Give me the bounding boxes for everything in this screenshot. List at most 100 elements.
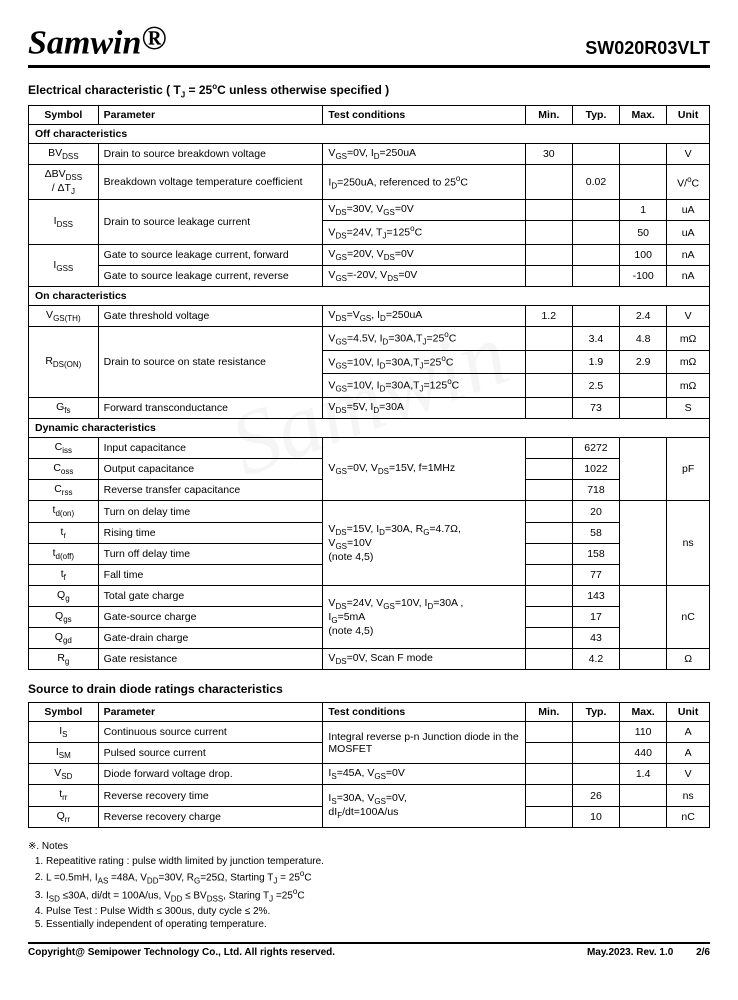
param-cell: Gate to source leakage current, reverse <box>98 266 323 287</box>
sym-cell: RDS(ON) <box>29 327 99 398</box>
col-unit: Unit <box>667 703 710 722</box>
unit-cell: V/oC <box>667 165 710 200</box>
unit-cell: nA <box>667 245 710 266</box>
max-cell <box>620 501 667 585</box>
sym-cell: tr <box>29 522 99 543</box>
sym-cell: td(off) <box>29 543 99 564</box>
typ-cell <box>572 764 619 785</box>
col-parameter: Parameter <box>98 106 323 125</box>
typ-cell <box>572 722 619 743</box>
typ-cell: 73 <box>572 398 619 419</box>
footer-page: 2/6 <box>696 947 710 958</box>
unit-cell: V <box>667 764 710 785</box>
brand-text: Samwin <box>28 25 141 62</box>
sym-cell: Rg <box>29 649 99 670</box>
max-cell <box>620 649 667 670</box>
unit-cell: pF <box>667 438 710 501</box>
note-item: Essentially independent of operating tem… <box>46 918 710 932</box>
sym-cell: Ciss <box>29 438 99 459</box>
param-cell: Forward transconductance <box>98 398 323 419</box>
notes-block: ※. Notes Repeatitive rating : pulse widt… <box>28 840 710 932</box>
cond-cell: VDS=24V, VGS=10V, ID=30A ,IG=5mA(note 4,… <box>323 585 525 648</box>
typ-cell <box>572 221 619 245</box>
table-row: BVDSS Drain to source breakdown voltage … <box>29 144 710 165</box>
max-cell <box>620 165 667 200</box>
reg-mark: ® <box>141 20 166 57</box>
typ-cell: 77 <box>572 564 619 585</box>
col-typ: Typ. <box>572 703 619 722</box>
table-row: ΔBVDSS/ ΔTJ Breakdown voltage temperatur… <box>29 165 710 200</box>
cond-cell: VDS=15V, ID=30A, RG=4.7Ω,VGS=10V(note 4,… <box>323 501 525 585</box>
col-symbol: Symbol <box>29 106 99 125</box>
min-cell <box>525 543 572 564</box>
sym-cell: VSD <box>29 764 99 785</box>
typ-cell: 1.9 <box>572 350 619 374</box>
table-row: IS Continuous source current Integral re… <box>29 722 710 743</box>
min-cell <box>525 200 572 221</box>
min-cell <box>525 606 572 627</box>
cond-cell: VGS=0V, ID=250uA <box>323 144 525 165</box>
unit-cell: nC <box>667 585 710 648</box>
unit-cell: nA <box>667 266 710 287</box>
param-cell: Rising time <box>98 522 323 543</box>
sym-cell: Qrr <box>29 806 99 827</box>
max-cell <box>620 785 667 806</box>
section-diode-title: Source to drain diode ratings characteri… <box>28 682 710 696</box>
typ-cell: 58 <box>572 522 619 543</box>
max-cell: 4.8 <box>620 327 667 351</box>
group-off: Off characteristics <box>29 125 710 144</box>
min-cell <box>525 743 572 764</box>
param-cell: Drain to source leakage current <box>98 200 323 245</box>
footer-revision: May.2023. Rev. 1.0 <box>587 947 673 958</box>
unit-cell: S <box>667 398 710 419</box>
typ-cell: 2.5 <box>572 374 619 398</box>
sym-cell: VGS(TH) <box>29 306 99 327</box>
typ-cell <box>572 743 619 764</box>
typ-cell: 158 <box>572 543 619 564</box>
unit-cell: A <box>667 722 710 743</box>
min-cell <box>525 459 572 480</box>
param-cell: Gate threshold voltage <box>98 306 323 327</box>
col-conditions: Test conditions <box>323 703 525 722</box>
unit-cell: mΩ <box>667 350 710 374</box>
unit-cell: uA <box>667 221 710 245</box>
param-cell: Gate-drain charge <box>98 628 323 649</box>
sym-cell: td(on) <box>29 501 99 522</box>
sym-cell: Qg <box>29 585 99 606</box>
cond-cell: VGS=20V, VDS=0V <box>323 245 525 266</box>
cond-cell: VDS=24V, TJ=125oC <box>323 221 525 245</box>
col-parameter: Parameter <box>98 703 323 722</box>
sym-cell: Coss <box>29 459 99 480</box>
table-row: RDS(ON) Drain to source on state resista… <box>29 327 710 351</box>
sym-cell: trr <box>29 785 99 806</box>
min-cell <box>525 165 572 200</box>
cond-cell: VGS=0V, VDS=15V, f=1MHz <box>323 438 525 501</box>
max-cell: 2.4 <box>620 306 667 327</box>
notes-list: Repeatitive rating : pulse width limited… <box>46 855 710 932</box>
col-typ: Typ. <box>572 106 619 125</box>
min-cell <box>525 806 572 827</box>
page-footer: Copyright@ Semipower Technology Co., Ltd… <box>28 942 710 958</box>
cond-cell: VGS=4.5V, ID=30A,TJ=25oC <box>323 327 525 351</box>
param-cell: Drain to source on state resistance <box>98 327 323 398</box>
sym-cell: Gfs <box>29 398 99 419</box>
typ-cell <box>572 306 619 327</box>
max-cell <box>620 398 667 419</box>
sym-cell: tf <box>29 564 99 585</box>
min-cell <box>525 649 572 670</box>
table-row: IGSS Gate to source leakage current, for… <box>29 245 710 266</box>
min-cell <box>525 374 572 398</box>
group-dynamic: Dynamic characteristics <box>29 419 710 438</box>
min-cell <box>525 522 572 543</box>
min-cell <box>525 480 572 501</box>
cond-cell: VDS=0V, Scan F mode <box>323 649 525 670</box>
unit-cell: mΩ <box>667 374 710 398</box>
cond-cell: VDS=VGS, ID=250uA <box>323 306 525 327</box>
param-cell: Breakdown voltage temperature coefficien… <box>98 165 323 200</box>
min-cell <box>525 398 572 419</box>
typ-cell: 20 <box>572 501 619 522</box>
typ-cell: 143 <box>572 585 619 606</box>
sym-cell: Qgd <box>29 628 99 649</box>
typ-cell <box>572 200 619 221</box>
sym-cell: IDSS <box>29 200 99 245</box>
